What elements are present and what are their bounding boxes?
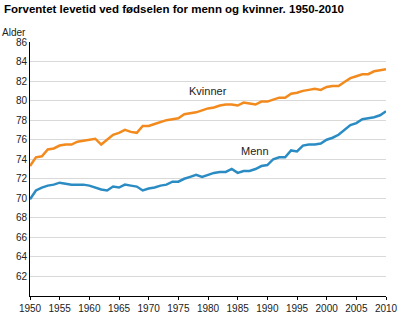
svg-text:Forventet levetid ved fødselen: Forventet levetid ved fødselen for menn … [4, 3, 344, 15]
svg-text:1985: 1985 [227, 303, 250, 314]
svg-text:82: 82 [16, 76, 28, 87]
svg-text:76: 76 [16, 134, 28, 145]
svg-text:2010: 2010 [375, 303, 398, 314]
svg-text:72: 72 [16, 173, 28, 184]
svg-text:62: 62 [16, 271, 28, 282]
svg-text:86: 86 [16, 37, 28, 48]
svg-text:1970: 1970 [138, 303, 161, 314]
svg-text:1955: 1955 [49, 303, 72, 314]
svg-text:66: 66 [16, 232, 28, 243]
svg-text:2005: 2005 [345, 303, 368, 314]
svg-text:1995: 1995 [286, 303, 309, 314]
svg-text:80: 80 [16, 95, 28, 106]
svg-text:78: 78 [16, 115, 28, 126]
svg-text:1990: 1990 [256, 303, 279, 314]
svg-text:Alder: Alder [2, 27, 26, 38]
svg-text:1965: 1965 [108, 303, 131, 314]
svg-text:Menn: Menn [241, 145, 269, 157]
svg-text:Kvinner: Kvinner [189, 85, 227, 97]
svg-text:2000: 2000 [316, 303, 339, 314]
svg-text:1975: 1975 [167, 303, 190, 314]
svg-text:1960: 1960 [78, 303, 101, 314]
svg-text:64: 64 [16, 251, 28, 262]
svg-text:68: 68 [16, 212, 28, 223]
svg-text:84: 84 [16, 56, 28, 67]
svg-text:70: 70 [16, 193, 28, 204]
svg-text:1950: 1950 [19, 303, 42, 314]
svg-text:74: 74 [16, 154, 28, 165]
svg-text:1980: 1980 [197, 303, 220, 314]
